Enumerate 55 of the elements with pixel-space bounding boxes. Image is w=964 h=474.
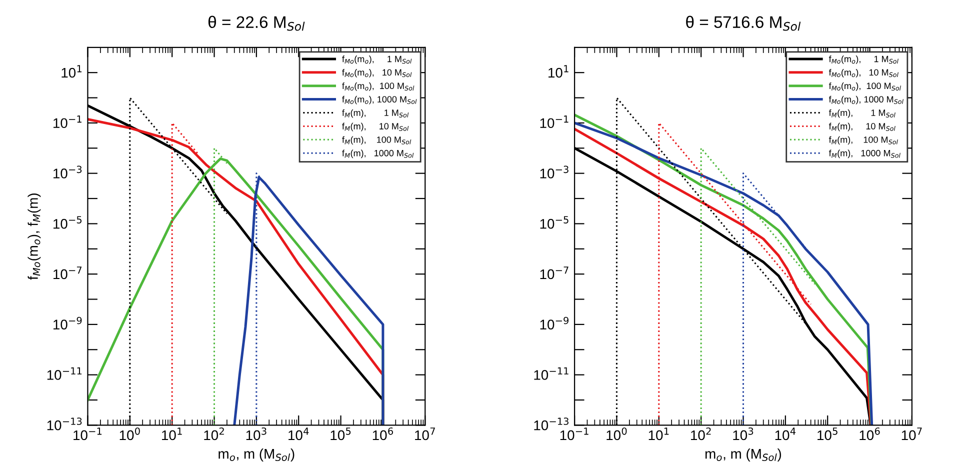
x-tick-label: 10$^{0}$ [606, 427, 627, 440]
legend-label: f$_{M}$(m), 100 M$_{Sol}$ [828, 136, 898, 145]
x-tick-label: 10$^{2}$ [691, 427, 711, 440]
legend-label: f$_{Mo}$(m$_{o}$), 10 M$_{Sol}$ [828, 68, 898, 78]
x-tick-label: 10$^{2}$ [204, 427, 224, 440]
x-tick-label: 10$^{6}$ [372, 427, 393, 440]
legend-label: f$_{Mo}$(m$_{o}$), 100 M$_{Sol}$ [342, 82, 414, 91]
x-tick-label: 10$^{7}$ [902, 428, 922, 440]
y-tick-label: 10$^{−9}$ [54, 316, 82, 330]
y-axis-title: f$_{Mo}$(m$_{o}$), f$_{M}$(m) [28, 194, 41, 280]
y-tick-label: 10$^{−13}$ [47, 418, 82, 430]
x-tick-label: 10$^{−1}$ [74, 428, 102, 440]
x-tick-label: 10$^{5}$ [818, 428, 838, 440]
legend-label: f$_{Mo}$(m$_{o}$), 100 M$_{Sol}$ [828, 82, 901, 91]
legend-label: f$_{Mo}$(m$_{o}$), 1 M$_{Sol}$ [342, 56, 412, 64]
y-tick-label: 10$^{−7}$ [540, 266, 568, 280]
legend-label: f$_{M}$(m), 1000 M$_{Sol}$ [828, 150, 900, 158]
legend-label: f$_{M}$(m), 1 M$_{Sol}$ [828, 109, 896, 118]
y-tick-label: 10$^{−5}$ [540, 216, 568, 229]
legend-label: f$_{Mo}$(m$_{o}$), 1 M$_{Sol}$ [828, 56, 898, 64]
x-tick-label: 10$^{1}$ [162, 428, 182, 440]
x-tick-label: 10$^{7}$ [415, 428, 435, 440]
x-tick-label: 10$^{4}$ [775, 428, 796, 440]
x-tick-label: 10$^{3}$ [246, 427, 266, 440]
legend-label: f$_{Mo}$(m$_{o}$), 1000 M$_{Sol}$ [828, 96, 904, 104]
x-tick-label: 10$^{5}$ [330, 428, 351, 440]
legend-label: f$_{M}$(m), 10 M$_{Sol}$ [342, 122, 409, 132]
y-tick-label: 10$^{−5}$ [54, 216, 82, 229]
y-tick-label: 10$^{−9}$ [540, 316, 568, 330]
chart-title: θ = 5716.6 M$_{Sol}$ [686, 16, 801, 31]
y-tick-label: 10$^{−3}$ [54, 166, 82, 178]
x-tick-label: 10$^{6}$ [860, 427, 880, 440]
y-tick-label: 10$^{1}$ [548, 65, 568, 78]
x-tick-label: 10$^{−1}$ [560, 428, 588, 440]
y-tick-label: 10$^{−13}$ [534, 418, 568, 430]
chart-title: θ = 22.6 M$_{Sol}$ [208, 16, 305, 31]
legend-label: f$_{Mo}$(m$_{o}$), 10 M$_{Sol}$ [342, 68, 412, 78]
legend-label: f$_{Mo}$(m$_{o}$), 1000 M$_{Sol}$ [342, 96, 417, 104]
x-tick-label: 10$^{1}$ [648, 428, 669, 440]
y-tick-label: 10$^{−7}$ [54, 266, 82, 280]
y-tick-label: 10$^{−1}$ [540, 115, 568, 128]
legend-label: f$_{M}$(m), 100 M$_{Sol}$ [342, 136, 412, 145]
legend-label: f$_{M}$(m), 1000 M$_{Sol}$ [342, 150, 414, 158]
x-tick-label: 10$^{3}$ [733, 427, 754, 440]
x-axis-title: m$_{o}$, m (M$_{Sol}$) [705, 448, 782, 462]
legend-label: f$_{M}$(m), 1 M$_{Sol}$ [342, 109, 409, 118]
y-tick-label: 10$^{−1}$ [54, 115, 82, 128]
x-tick-label: 10$^{0}$ [120, 427, 140, 440]
y-tick-label: 10$^{−11}$ [534, 367, 568, 380]
legend-label: f$_{M}$(m), 10 M$_{Sol}$ [828, 122, 896, 132]
y-tick-label: 10$^{−3}$ [540, 166, 568, 178]
y-tick-label: 10$^{1}$ [62, 65, 82, 78]
x-tick-label: 10$^{4}$ [288, 428, 309, 440]
x-axis-title: m$_{o}$, m (M$_{Sol}$) [218, 448, 294, 462]
y-tick-label: 10$^{−11}$ [47, 367, 82, 380]
